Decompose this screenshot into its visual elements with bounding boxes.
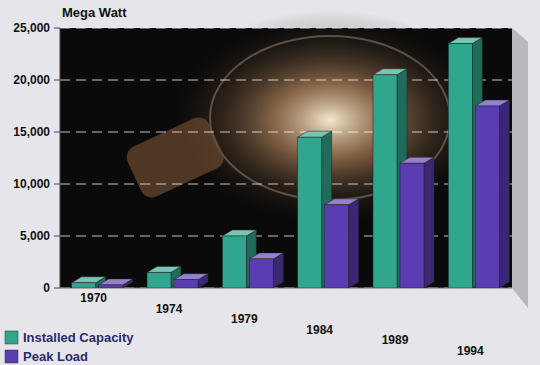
- bar-side: [424, 157, 434, 288]
- legend-swatch: [5, 350, 18, 363]
- tick-mark: [54, 184, 60, 185]
- bulb-base: [123, 114, 228, 202]
- legend-swatch: [5, 331, 18, 344]
- tick-mark: [54, 132, 60, 133]
- grid-line: [60, 288, 512, 289]
- category-label: 1994: [457, 344, 484, 358]
- tick-label: 0: [43, 281, 50, 295]
- bar: [99, 285, 123, 288]
- bar: [325, 205, 349, 288]
- tick-label: 10,000: [13, 177, 50, 191]
- bar: [147, 272, 171, 288]
- y-axis-line: [60, 28, 61, 288]
- category-label: 1974: [156, 302, 183, 316]
- bar: [72, 283, 96, 288]
- category-label: 1970: [80, 291, 107, 305]
- bar-top: [373, 69, 407, 75]
- grid-line: [60, 80, 512, 81]
- tick-label: 15,000: [13, 125, 50, 139]
- bar: [174, 280, 198, 288]
- tick-mark: [54, 80, 60, 81]
- grid-line: [60, 236, 512, 237]
- bar-top: [400, 157, 434, 163]
- bar-top: [325, 199, 359, 205]
- category-label: 1979: [231, 312, 258, 326]
- tick-label: 5,000: [20, 229, 50, 243]
- bar: [475, 106, 499, 288]
- category-label: 1989: [382, 333, 409, 347]
- legend-label: Installed Capacity: [23, 330, 134, 345]
- bar: [249, 259, 273, 288]
- tick-mark: [54, 288, 60, 289]
- bars: [72, 38, 510, 288]
- y-axis-title: Mega Watt: [62, 5, 127, 20]
- bar-side: [499, 100, 509, 288]
- bar-top: [475, 100, 509, 106]
- bar: [222, 236, 246, 288]
- bar: [448, 44, 472, 288]
- bar: [373, 75, 397, 288]
- legend-label: Peak Load: [23, 349, 88, 364]
- bar-top: [147, 266, 181, 272]
- grid-line: [60, 184, 512, 185]
- bar-top: [99, 279, 133, 285]
- category-label: 1984: [306, 323, 333, 337]
- x-axis-line: [60, 288, 512, 289]
- bar: [400, 163, 424, 288]
- bar-top: [298, 131, 332, 137]
- tick-label: 25,000: [13, 21, 50, 35]
- bar: [298, 137, 322, 288]
- grid-line: [60, 132, 512, 133]
- bar-top: [72, 277, 106, 283]
- tick-label: 20,000: [13, 73, 50, 87]
- bar-top: [249, 253, 283, 259]
- grid-line: [60, 28, 512, 29]
- side-wall: [512, 28, 528, 308]
- bar-top: [448, 38, 482, 44]
- tick-mark: [54, 236, 60, 237]
- tick-mark: [54, 28, 60, 29]
- bar-top: [222, 230, 256, 236]
- chart: Mega Watt 0 5,000 10,000 15,000 20,000 25,000 1…: [0, 0, 540, 365]
- bar-top: [174, 274, 208, 280]
- bar-side: [349, 199, 359, 288]
